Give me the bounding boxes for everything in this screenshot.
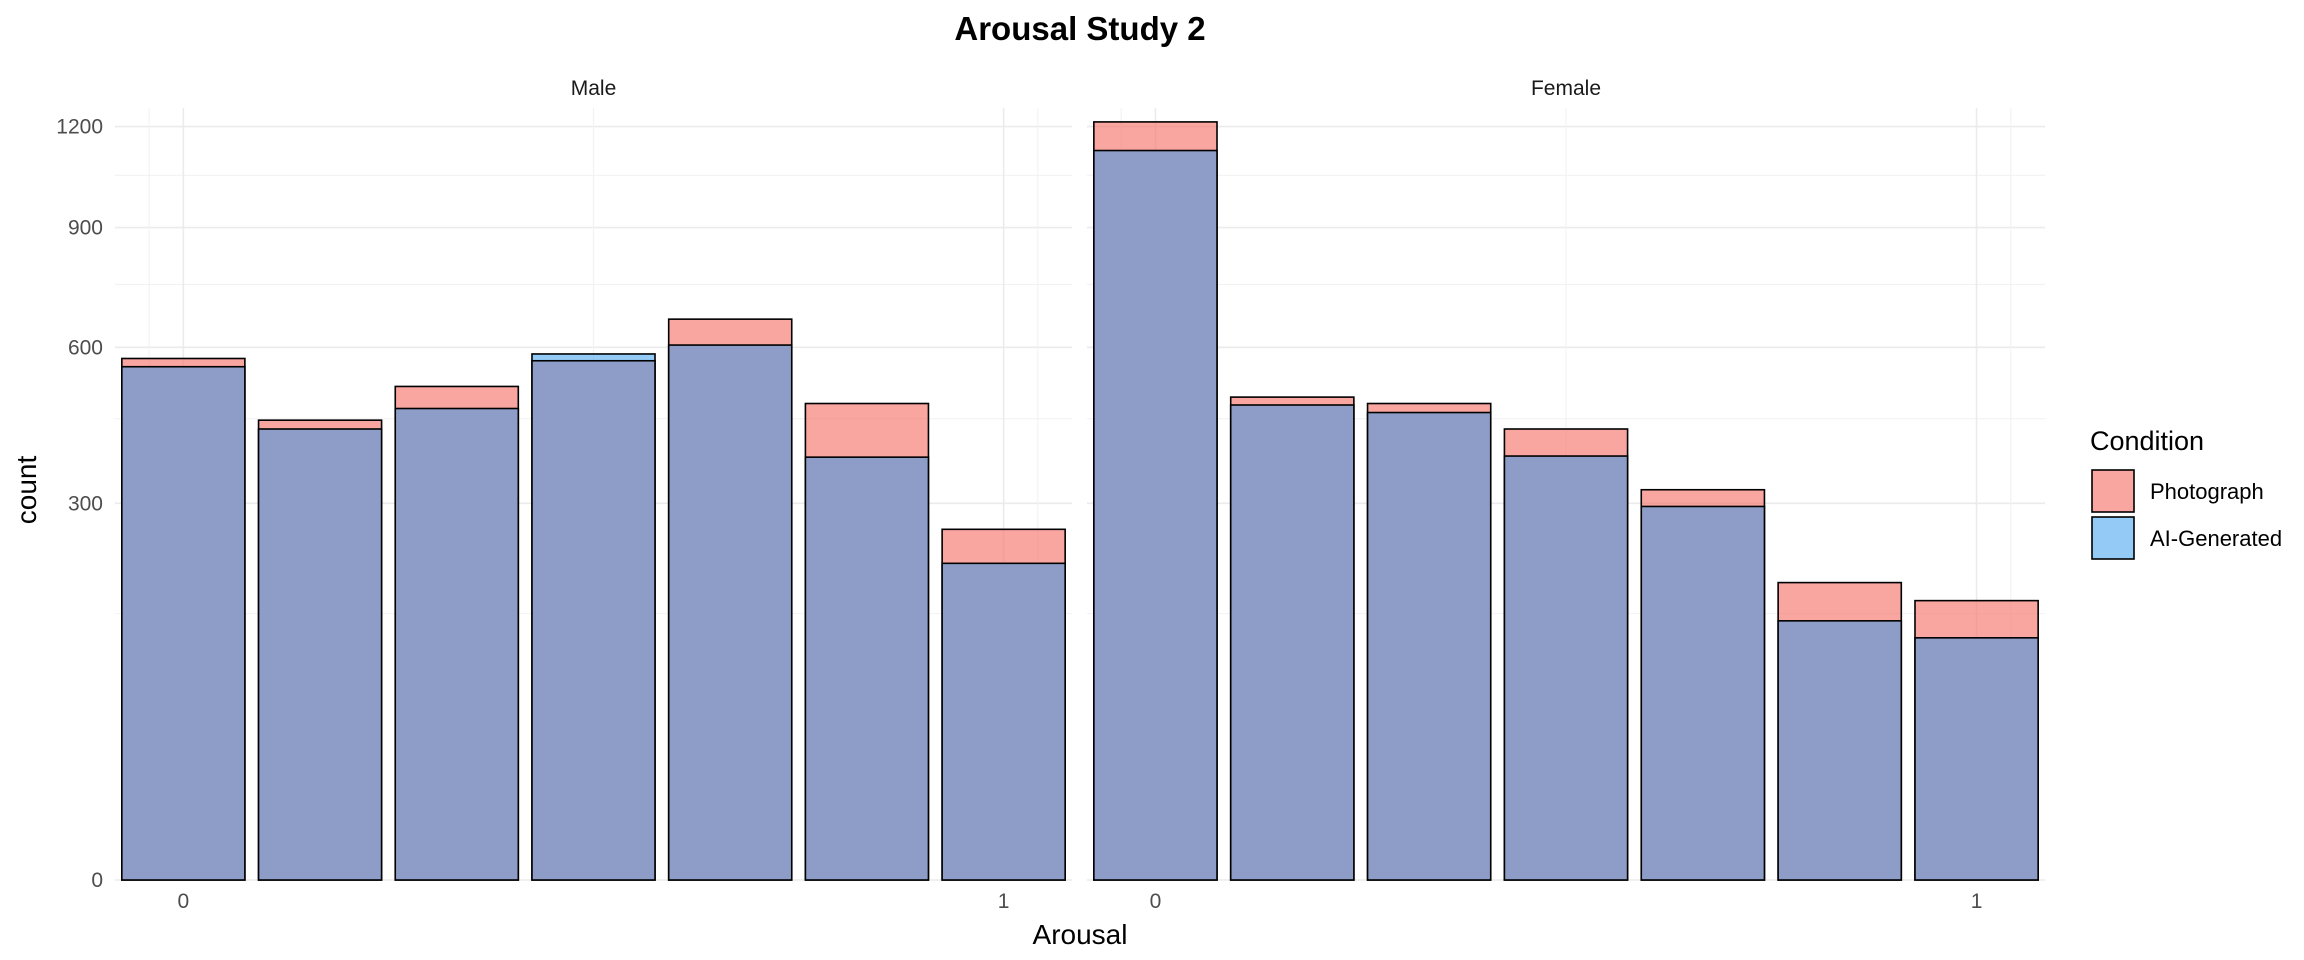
y-tick-label: 600 — [68, 336, 103, 359]
y-tick-label: 900 — [68, 217, 103, 240]
bar-group — [1640, 488, 1766, 881]
y-tick-label: 0 — [91, 869, 103, 892]
bar-ai-generated — [1229, 404, 1355, 881]
y-tick-label: 300 — [68, 492, 103, 515]
bar-photograph — [531, 359, 656, 881]
legend-label-ai-generated: AI-Generated — [2150, 526, 2282, 551]
x-tick-label: 0 — [178, 890, 190, 913]
legend-key-ai-generated — [2091, 516, 2135, 560]
bar-group — [667, 318, 793, 881]
facet-strip-label: Male — [571, 77, 617, 100]
legend: Condition Photograph AI-Generated — [2090, 426, 2282, 560]
bar-ai-generated — [1366, 411, 1492, 881]
legend-key-photograph — [2091, 469, 2135, 513]
facet-panel-male: Male 0 1 — [115, 77, 1072, 913]
bar-group — [531, 353, 656, 881]
y-axis: 0 300 600 900 1200 — [56, 116, 103, 892]
y-tick-label: 1200 — [56, 116, 103, 139]
bar-group — [1503, 428, 1629, 881]
bar-group — [1777, 581, 1903, 881]
legend-title: Condition — [2090, 426, 2204, 456]
bar-ai-generated — [121, 365, 246, 881]
bar-group — [804, 402, 930, 881]
bar-ai-generated — [1640, 505, 1766, 881]
bar-group — [394, 385, 520, 881]
legend-label-photograph: Photograph — [2150, 479, 2264, 504]
bar-group — [941, 528, 1066, 881]
bar-group — [1093, 121, 1218, 881]
bar-group — [1229, 396, 1355, 881]
bar-ai-generated — [804, 456, 930, 881]
bar-group — [121, 357, 246, 881]
bar-ai-generated — [394, 407, 520, 881]
x-tick-label: 1 — [1971, 890, 1983, 913]
bar-ai-generated — [1503, 455, 1629, 881]
bar-ai-generated — [667, 344, 793, 881]
y-axis-title: count — [11, 456, 42, 525]
facet-strip-label: Female — [1531, 77, 1601, 100]
bar-ai-generated — [1777, 620, 1903, 881]
x-axis-title: Arousal — [1033, 919, 1128, 950]
facet-panel-female: Female 0 1 — [1087, 77, 2045, 913]
bar-ai-generated — [1093, 149, 1218, 881]
bar-group — [1366, 402, 1492, 881]
bar-ai-generated — [941, 562, 1066, 881]
x-tick-label: 0 — [1150, 890, 1162, 913]
chart-title: Arousal Study 2 — [954, 10, 1205, 47]
bar-ai-generated — [257, 428, 383, 881]
facet-panels: Male 0 1 Female 0 1 — [115, 77, 2045, 913]
bar-ai-generated — [1914, 637, 2039, 881]
bar-group — [1914, 599, 2039, 881]
x-tick-label: 1 — [998, 890, 1010, 913]
bar-group — [257, 419, 383, 881]
